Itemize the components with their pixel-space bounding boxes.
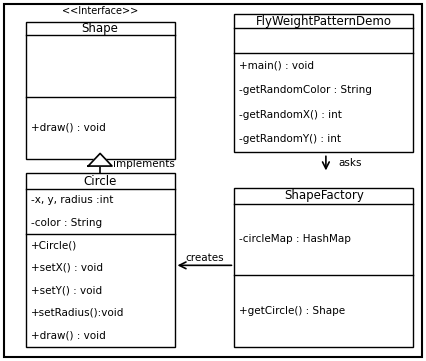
Text: -getRandomY() : int: -getRandomY() : int	[239, 134, 341, 144]
Text: Shape: Shape	[82, 22, 118, 35]
Text: -getRandomColor : String: -getRandomColor : String	[239, 85, 372, 95]
Text: +draw() : void: +draw() : void	[31, 330, 105, 340]
Text: asks: asks	[339, 158, 362, 168]
Bar	[26, 22, 175, 159]
Text: +getCircle() : Shape: +getCircle() : Shape	[239, 306, 345, 316]
Text: +Circle(): +Circle()	[31, 240, 77, 250]
Text: Circle: Circle	[83, 175, 117, 188]
Text: +main() : void: +main() : void	[239, 60, 314, 70]
Text: -circleMap : HashMap: -circleMap : HashMap	[239, 234, 351, 244]
Bar	[234, 14, 413, 152]
Bar	[26, 173, 175, 347]
Text: -getRandomX() : int: -getRandomX() : int	[239, 110, 342, 119]
Text: FlyWeightPatternDemo: FlyWeightPatternDemo	[256, 15, 392, 28]
Text: ShapeFactory: ShapeFactory	[284, 189, 364, 202]
Text: creates: creates	[185, 253, 224, 263]
Text: +draw() : void: +draw() : void	[31, 123, 105, 133]
Bar	[234, 188, 413, 347]
Text: implements: implements	[113, 159, 175, 169]
Text: <<Interface>>: <<Interface>>	[62, 6, 138, 16]
Polygon shape	[88, 153, 112, 166]
Text: -x, y, radius :int: -x, y, radius :int	[31, 195, 113, 205]
Text: -color : String: -color : String	[31, 218, 102, 228]
Text: +setX() : void: +setX() : void	[31, 263, 103, 273]
Text: +setRadius():void: +setRadius():void	[31, 308, 124, 318]
Text: +setY() : void: +setY() : void	[31, 285, 102, 295]
